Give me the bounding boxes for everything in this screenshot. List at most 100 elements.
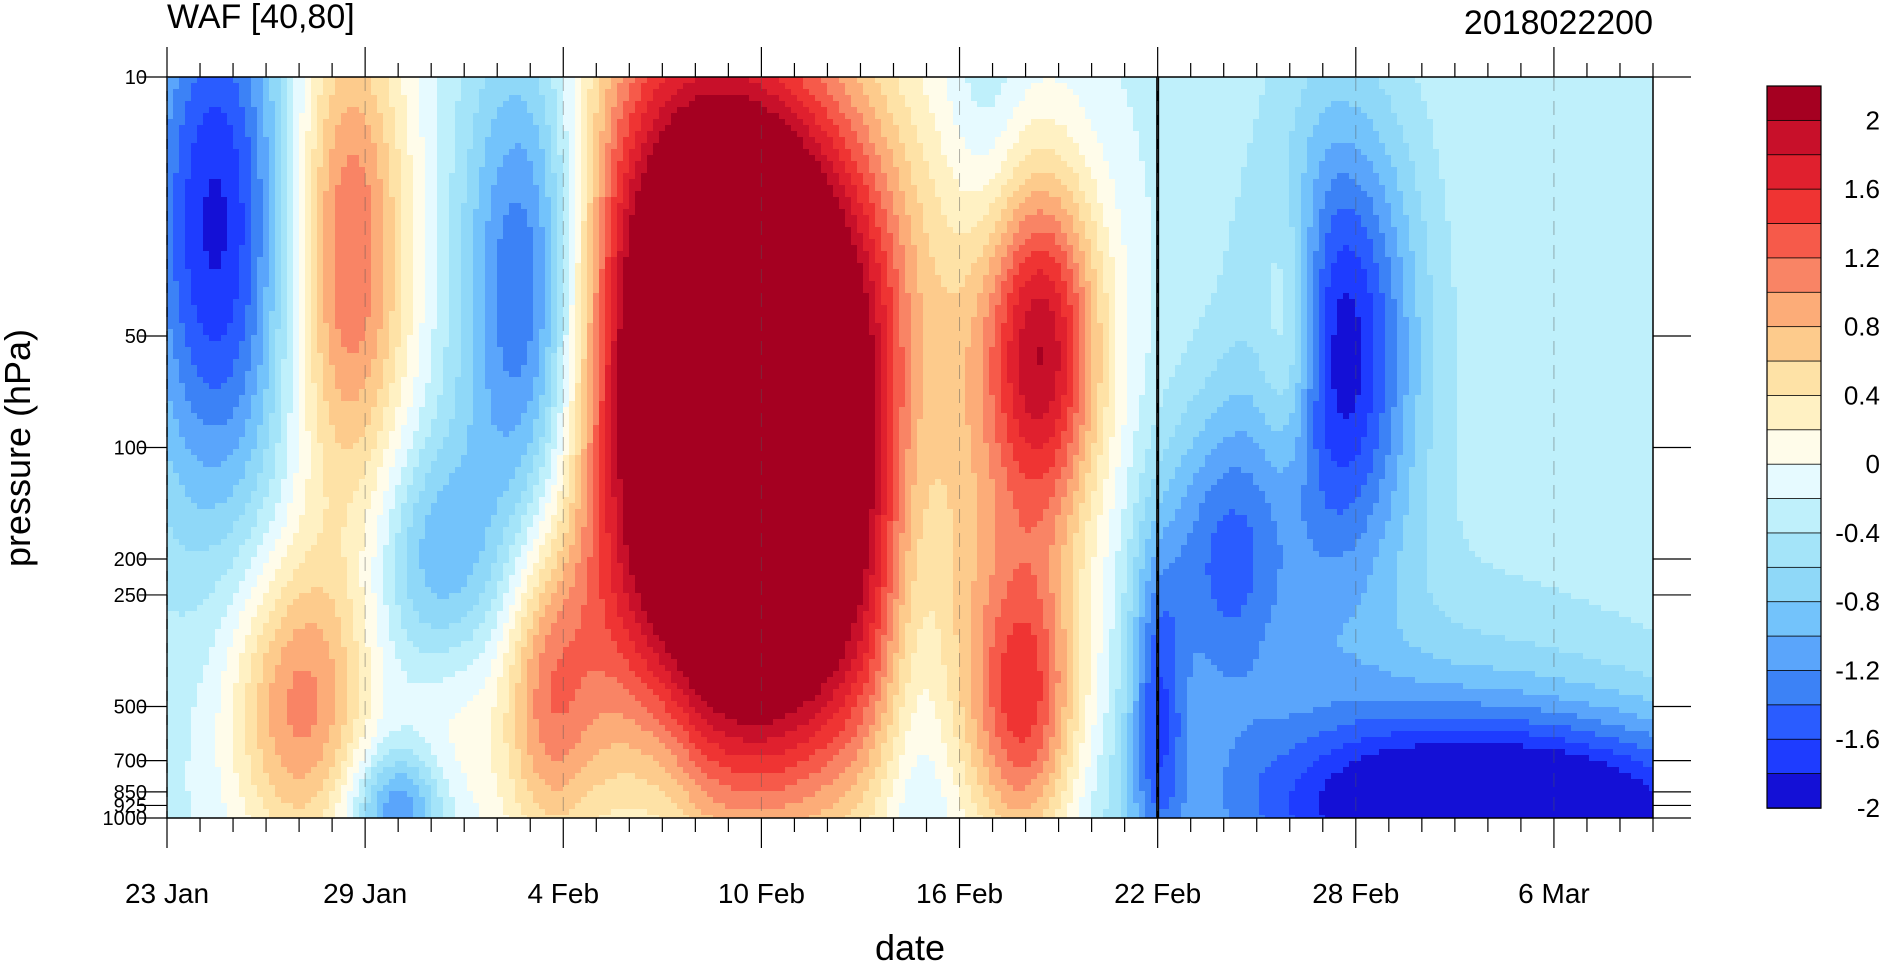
field-cell [365,101,372,108]
field-cell [1265,107,1272,114]
field-cell [1439,77,1446,84]
field-cell [1169,77,1176,84]
field-cell [473,179,480,186]
field-cell [851,101,858,108]
field-cell [1295,167,1302,174]
field-cell [1175,95,1182,102]
field-cell [1223,179,1230,186]
field-cell [431,185,438,192]
field-cell [1583,125,1590,132]
field-cell [881,143,888,150]
field-cell [665,113,672,120]
field-cell [1427,77,1434,84]
field-cell [1637,83,1644,90]
field-cell [881,77,888,84]
field-cell [1469,149,1476,156]
field-cell [509,179,516,186]
field-cell [377,95,384,102]
field-cell [1109,95,1116,102]
field-cell [443,125,450,132]
field-cell [173,101,180,108]
field-cell [1583,131,1590,138]
field-cell [1445,179,1452,186]
field-cell [923,125,930,132]
field-cell [713,167,720,174]
field-cell [1301,119,1308,126]
field-cell [1241,77,1248,84]
field-cell [1079,131,1086,138]
field-cell [1505,95,1512,102]
field-cell [737,173,744,180]
field-cell [1451,137,1458,144]
field-cell [923,113,930,120]
field-cell [1505,161,1512,168]
field-cell [1403,173,1410,180]
field-cell [1307,125,1314,132]
field-cell [1433,83,1440,90]
field-cell [755,161,762,168]
field-cell [635,113,642,120]
field-cell [1559,83,1566,90]
field-cell [623,77,630,84]
field-cell [929,95,936,102]
field-cell [383,83,390,90]
field-cell [167,161,174,168]
field-cell [893,137,900,144]
field-cell [671,179,678,186]
field-cell [827,173,834,180]
field-cell [923,107,930,114]
field-cell [455,113,462,120]
field-cell [1313,137,1320,144]
field-cell [983,77,990,84]
field-cell [1385,167,1392,174]
field-cell [1535,131,1542,138]
field-cell [881,173,888,180]
field-cell [1085,131,1092,138]
field-cell [203,161,210,168]
field-cell [1481,161,1488,168]
field-cell [1547,131,1554,138]
field-cell [557,113,564,120]
field-cell [1319,143,1326,150]
field-cell [767,179,774,186]
field-cell [1337,131,1344,138]
field-cell [227,143,234,150]
field-cell [1307,131,1314,138]
field-cell [545,143,552,150]
field-cell [1271,101,1278,108]
field-cell [851,143,858,150]
field-cell [611,167,618,174]
field-cell [539,125,546,132]
field-cell [179,83,186,90]
field-cell [1037,113,1044,120]
field-cell [1487,125,1494,132]
field-cell [293,119,300,126]
field-cell [1397,95,1404,102]
field-cell [779,95,786,102]
field-cell [311,137,318,144]
field-cell [647,179,654,186]
field-cell [503,155,510,162]
field-cell [995,131,1002,138]
field-cell [821,173,828,180]
field-cell [1127,173,1134,180]
field-cell [365,77,372,84]
field-cell [833,89,840,96]
field-cell [1607,137,1614,144]
field-cell [989,167,996,174]
field-cell [641,119,648,126]
field-cell [1037,137,1044,144]
field-cell [323,161,330,168]
field-cell [1301,77,1308,84]
field-cell [1169,155,1176,162]
field-cell [173,131,180,138]
field-cell [1535,167,1542,174]
field-cell [1535,173,1542,180]
field-cell [491,143,498,150]
field-cell [281,119,288,126]
field-cell [557,107,564,114]
field-cell [887,113,894,120]
field-cell [833,161,840,168]
field-cell [977,89,984,96]
field-cell [761,107,768,114]
